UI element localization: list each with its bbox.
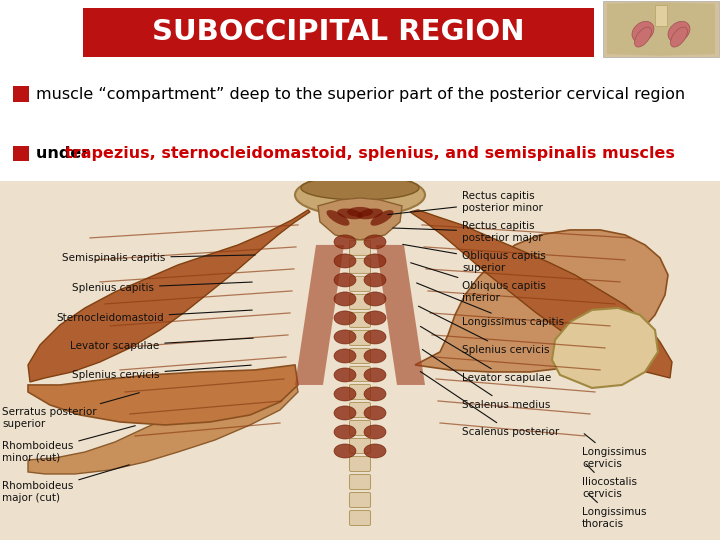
Text: Scalenus medius: Scalenus medius bbox=[423, 349, 550, 410]
Polygon shape bbox=[410, 210, 672, 378]
Text: muscle “compartment” deep to the superior part of the posterior cervical region: muscle “compartment” deep to the superio… bbox=[36, 87, 685, 102]
Text: Rhomboideus
minor (cut): Rhomboideus minor (cut) bbox=[2, 426, 135, 463]
FancyBboxPatch shape bbox=[349, 348, 371, 363]
FancyBboxPatch shape bbox=[349, 510, 371, 525]
Ellipse shape bbox=[364, 444, 386, 458]
Text: Obliquus capitis
superior: Obliquus capitis superior bbox=[402, 245, 546, 273]
Text: Rectus capitis
posterior minor: Rectus capitis posterior minor bbox=[388, 191, 543, 214]
FancyBboxPatch shape bbox=[349, 456, 371, 471]
Ellipse shape bbox=[301, 176, 419, 200]
Ellipse shape bbox=[334, 311, 356, 325]
Ellipse shape bbox=[326, 210, 349, 226]
Text: trapezius, sternocleidomastoid, splenius, and semispinalis muscles: trapezius, sternocleidomastoid, splenius… bbox=[66, 146, 675, 161]
FancyBboxPatch shape bbox=[349, 438, 371, 454]
Ellipse shape bbox=[334, 349, 356, 363]
Ellipse shape bbox=[334, 330, 356, 344]
Text: Rhomboideus
major (cut): Rhomboideus major (cut) bbox=[2, 465, 130, 503]
Text: Semispinalis capitis: Semispinalis capitis bbox=[62, 253, 255, 263]
Ellipse shape bbox=[364, 368, 386, 382]
FancyBboxPatch shape bbox=[13, 86, 29, 102]
Ellipse shape bbox=[634, 27, 652, 47]
Polygon shape bbox=[376, 245, 425, 385]
Ellipse shape bbox=[357, 208, 383, 219]
Ellipse shape bbox=[371, 210, 394, 226]
Text: Splenius cervicis: Splenius cervicis bbox=[72, 365, 251, 380]
Ellipse shape bbox=[334, 368, 356, 382]
FancyBboxPatch shape bbox=[349, 294, 371, 309]
Ellipse shape bbox=[334, 254, 356, 268]
Ellipse shape bbox=[364, 330, 386, 344]
Ellipse shape bbox=[364, 254, 386, 268]
Polygon shape bbox=[28, 375, 298, 474]
Ellipse shape bbox=[364, 425, 386, 439]
Ellipse shape bbox=[364, 349, 386, 363]
Ellipse shape bbox=[334, 273, 356, 287]
Text: Serratus posterior
superior: Serratus posterior superior bbox=[2, 393, 140, 429]
FancyBboxPatch shape bbox=[349, 384, 371, 400]
Polygon shape bbox=[28, 365, 298, 425]
Ellipse shape bbox=[670, 27, 688, 47]
FancyBboxPatch shape bbox=[349, 492, 371, 508]
FancyBboxPatch shape bbox=[349, 475, 371, 489]
FancyBboxPatch shape bbox=[83, 8, 594, 57]
Text: Sternocleidomastoid: Sternocleidomastoid bbox=[56, 310, 252, 323]
Ellipse shape bbox=[364, 406, 386, 420]
Polygon shape bbox=[28, 210, 310, 382]
FancyBboxPatch shape bbox=[349, 276, 371, 292]
Text: Levator scapulae: Levator scapulae bbox=[70, 338, 253, 351]
Text: under: under bbox=[36, 146, 95, 161]
Text: Longissimus
cervicis: Longissimus cervicis bbox=[582, 434, 647, 469]
FancyBboxPatch shape bbox=[655, 5, 667, 26]
Ellipse shape bbox=[337, 208, 363, 219]
Text: Splenius capitis: Splenius capitis bbox=[72, 282, 252, 293]
FancyBboxPatch shape bbox=[349, 367, 371, 381]
Text: Levator scapulae: Levator scapulae bbox=[420, 326, 552, 383]
Text: SUBOCCIPITAL REGION: SUBOCCIPITAL REGION bbox=[152, 18, 525, 46]
Polygon shape bbox=[415, 230, 668, 372]
Text: Longissimus capitis: Longissimus capitis bbox=[417, 283, 564, 327]
Ellipse shape bbox=[364, 273, 386, 287]
Ellipse shape bbox=[347, 207, 373, 217]
Polygon shape bbox=[552, 308, 658, 388]
FancyBboxPatch shape bbox=[603, 1, 719, 57]
Text: Obliquus capitis
inferior: Obliquus capitis inferior bbox=[410, 263, 546, 303]
Ellipse shape bbox=[632, 22, 654, 42]
Ellipse shape bbox=[668, 22, 690, 42]
Ellipse shape bbox=[364, 235, 386, 249]
FancyBboxPatch shape bbox=[349, 313, 371, 327]
Ellipse shape bbox=[334, 292, 356, 306]
Ellipse shape bbox=[334, 235, 356, 249]
FancyBboxPatch shape bbox=[13, 146, 29, 161]
FancyBboxPatch shape bbox=[0, 181, 720, 540]
FancyBboxPatch shape bbox=[349, 330, 371, 346]
Text: Rectus capitis
posterior major: Rectus capitis posterior major bbox=[393, 221, 543, 242]
Polygon shape bbox=[607, 2, 715, 56]
Text: Iliocostalis
cervicis: Iliocostalis cervicis bbox=[582, 464, 637, 499]
Ellipse shape bbox=[334, 387, 356, 401]
Text: Scalenus posterior: Scalenus posterior bbox=[420, 372, 559, 437]
FancyBboxPatch shape bbox=[349, 402, 371, 417]
FancyBboxPatch shape bbox=[349, 240, 371, 255]
Polygon shape bbox=[295, 245, 344, 385]
Ellipse shape bbox=[364, 387, 386, 401]
Text: Longissimus
thoracis: Longissimus thoracis bbox=[582, 494, 647, 529]
Ellipse shape bbox=[364, 311, 386, 325]
Ellipse shape bbox=[334, 444, 356, 458]
Ellipse shape bbox=[364, 292, 386, 306]
Text: Splenius cervicis: Splenius cervicis bbox=[418, 306, 549, 355]
Ellipse shape bbox=[334, 406, 356, 420]
Polygon shape bbox=[318, 198, 402, 240]
FancyBboxPatch shape bbox=[349, 421, 371, 435]
Ellipse shape bbox=[295, 174, 425, 216]
Ellipse shape bbox=[334, 425, 356, 439]
FancyBboxPatch shape bbox=[349, 259, 371, 273]
